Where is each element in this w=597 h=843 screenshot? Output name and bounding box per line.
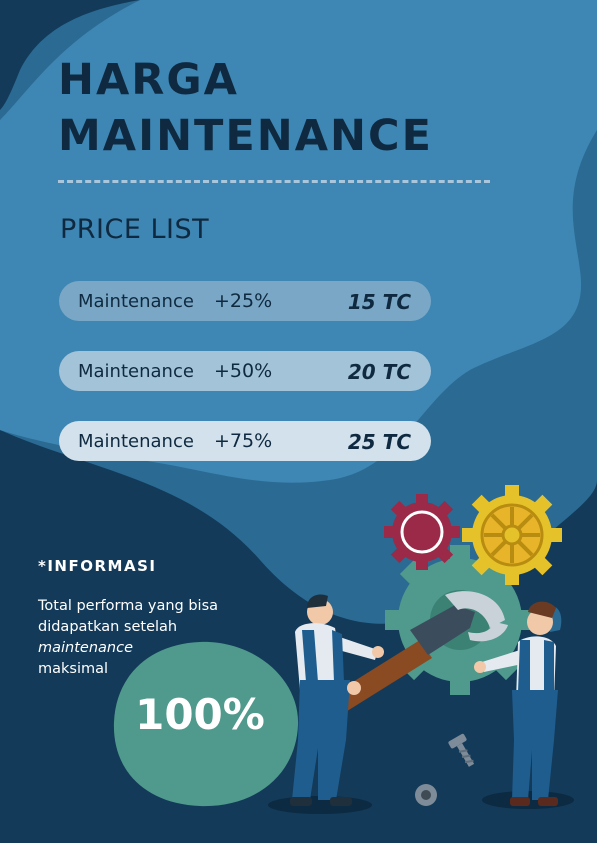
worker-right (474, 601, 562, 806)
price-item-price: 15 TC (347, 290, 411, 314)
worker-left (290, 580, 384, 806)
gear-icon (384, 494, 460, 570)
price-item-increase: +75% (214, 430, 273, 452)
percentage-blob (113, 641, 299, 807)
gear-icon (462, 485, 562, 585)
info-heading: *INFORMASI (38, 557, 157, 575)
title-line-1: HARGA (58, 55, 239, 105)
price-item-increase: +50% (214, 360, 273, 382)
screw-icon (448, 733, 475, 767)
info-text-main: Total performa yang bisa didapatkan sete… (38, 598, 219, 635)
price-item-name: Maintenance (78, 431, 194, 452)
price-item-price: 25 TC (347, 430, 411, 454)
nut-icon (415, 784, 437, 806)
price-list-heading: PRICE LIST (60, 214, 210, 245)
price-row-50: Maintenance +50% 20 TC (59, 351, 431, 391)
price-row-75: Maintenance +75% 25 TC (59, 421, 431, 461)
title-line-2: MAINTENANCE (58, 111, 433, 161)
price-row-25: Maintenance +25% 15 TC (59, 281, 431, 321)
max-performance-value: 100% (135, 690, 265, 739)
price-item-price: 20 TC (347, 360, 411, 384)
info-text: Total performa yang bisa didapatkan sete… (38, 596, 278, 680)
page-title: HARGA MAINTENANCE (58, 52, 433, 164)
price-item-name: Maintenance (78, 361, 194, 382)
price-item-name: Maintenance (78, 291, 194, 312)
price-item-increase: +25% (214, 290, 273, 312)
title-divider (58, 180, 490, 183)
info-text-end: maksimal (38, 661, 109, 677)
info-text-emphasis: maintenance (38, 640, 133, 656)
